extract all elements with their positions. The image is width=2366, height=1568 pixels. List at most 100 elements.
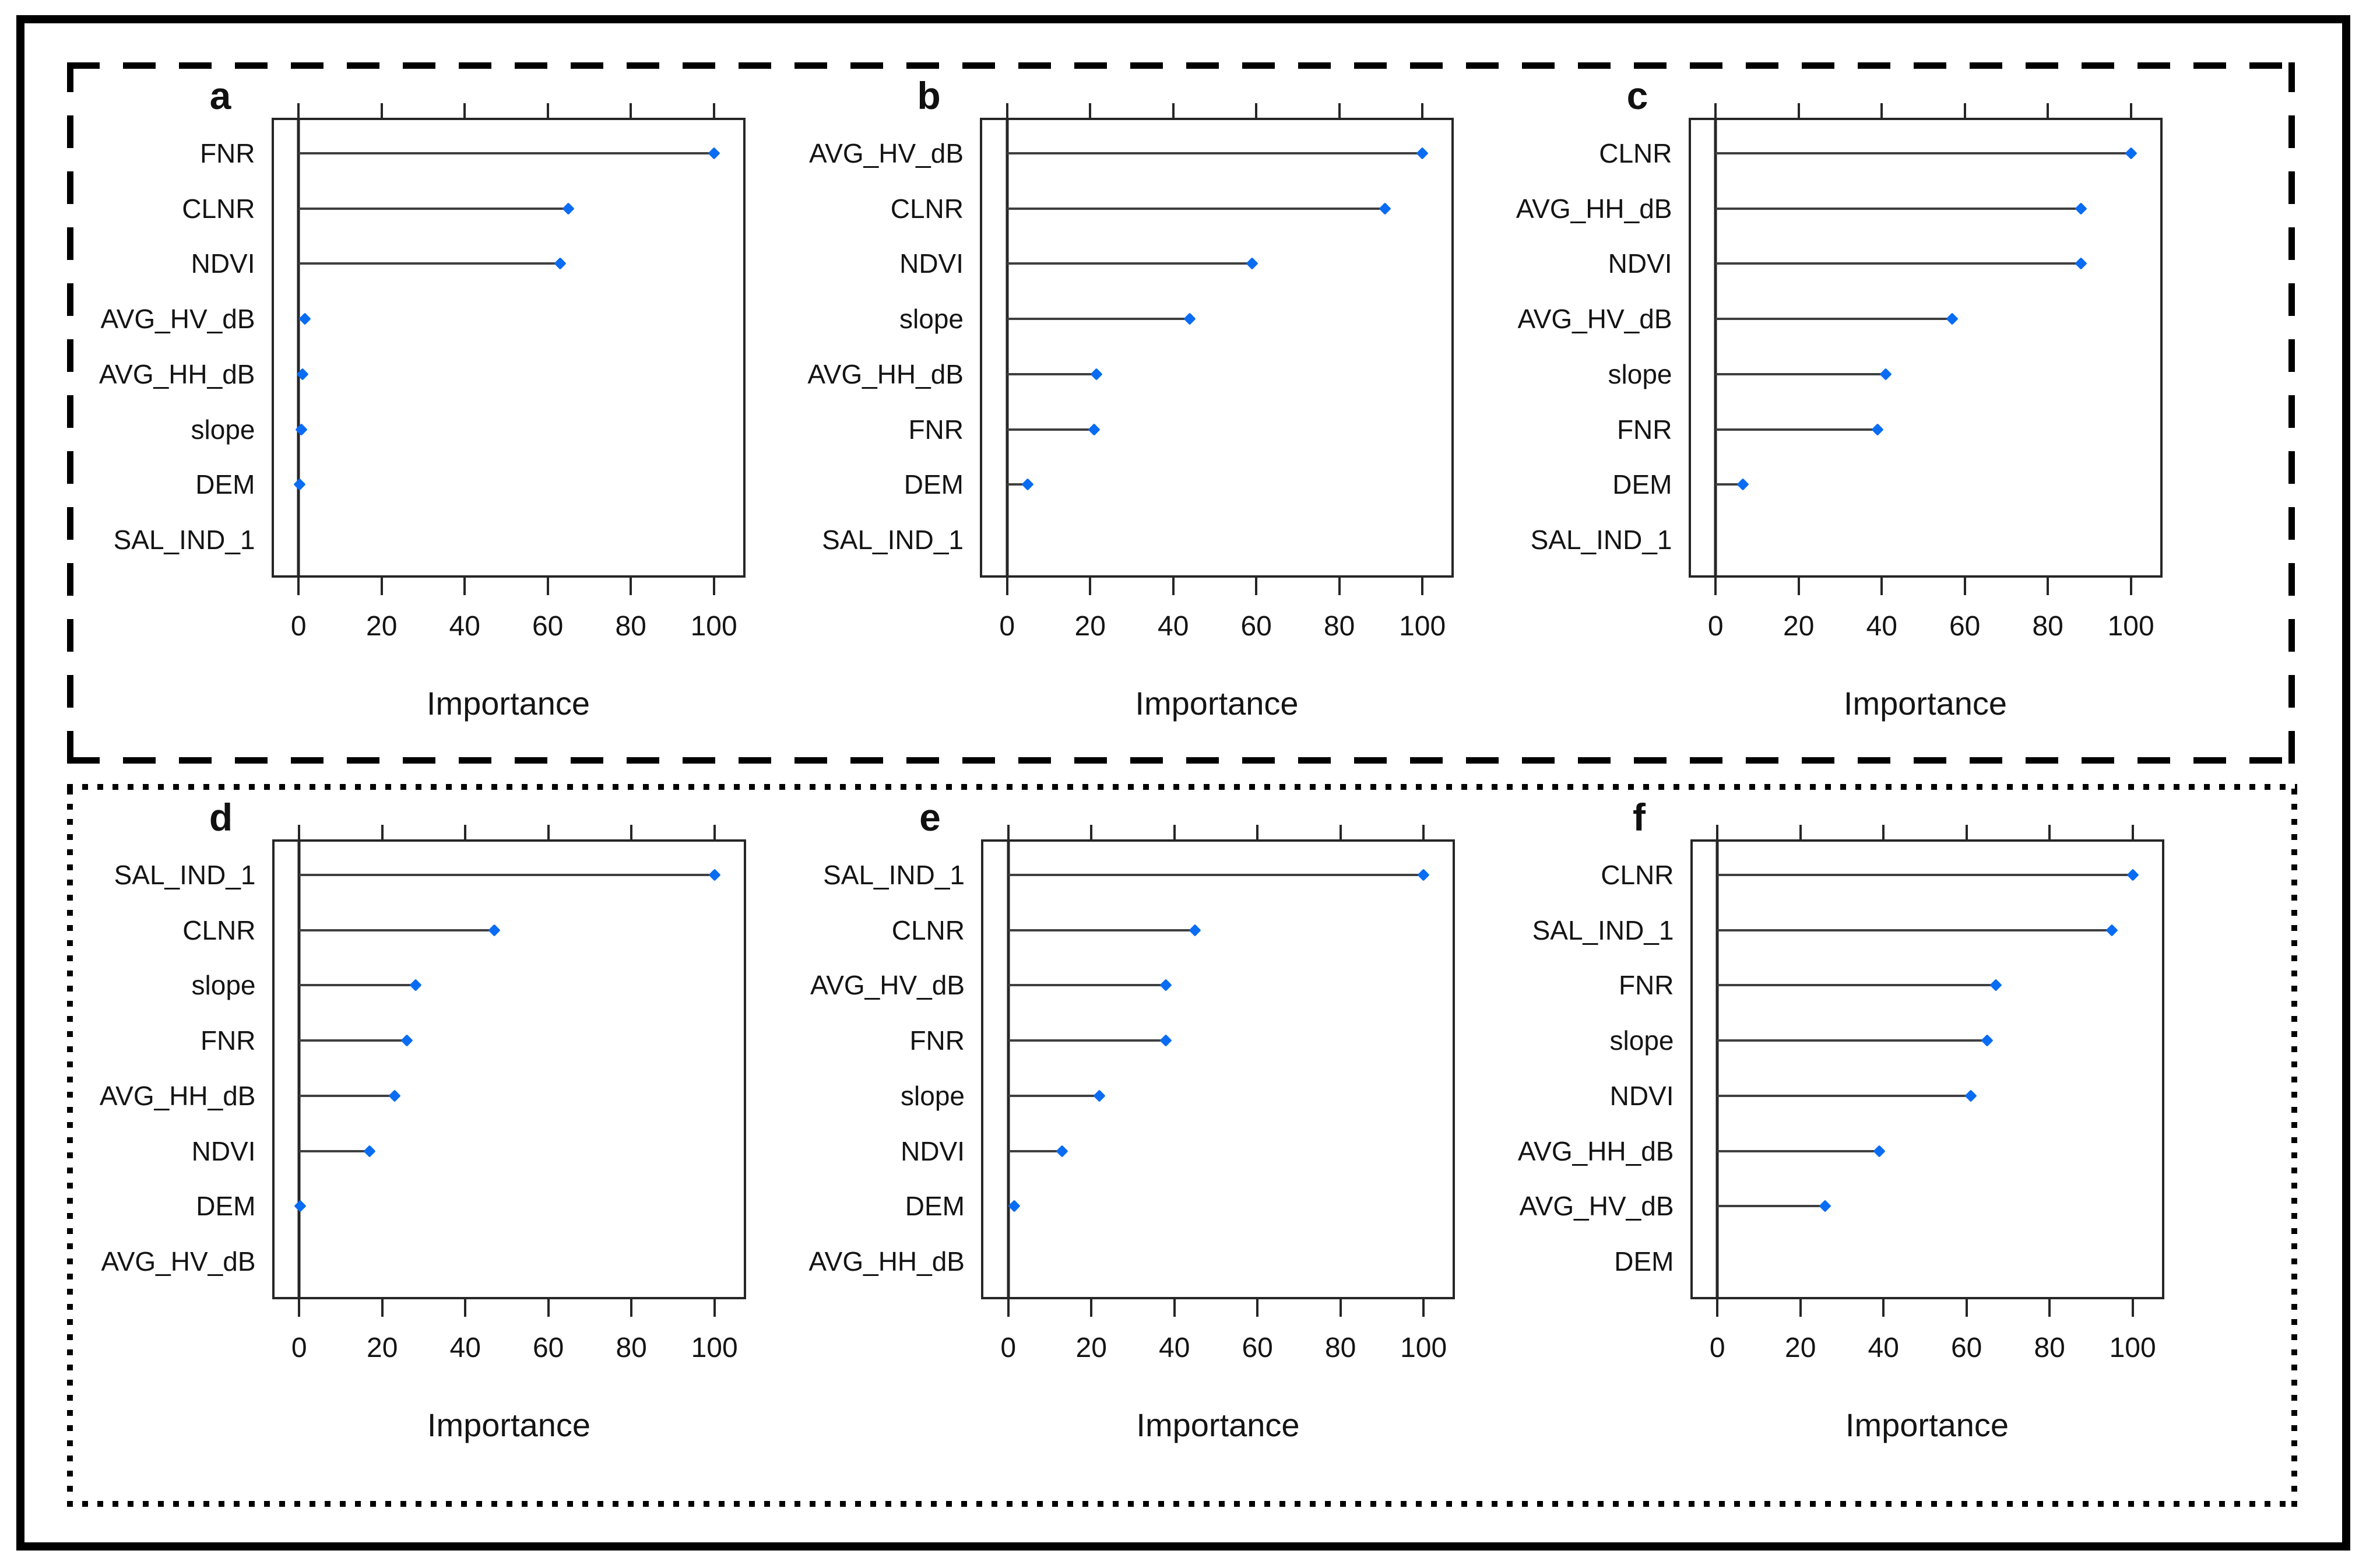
x-tick-label: 60 [1950,1333,1982,1363]
y-axis-label: AVG_HV_dB [101,1246,256,1277]
x-axis-title: Importance [1843,685,2008,722]
lollipop-stem [1007,152,1423,154]
x-tick-label: 80 [1323,611,1355,642]
x-tick-label: 20 [1783,611,1815,642]
axis-tick-top [298,825,301,839]
axis-tick-top [713,825,716,839]
lollipop-marker [2105,924,2118,937]
lollipop-stem [1008,984,1166,987]
x-tick-labels: 0 20 40 60 80 100 [1691,613,2160,643]
y-axis-label: slope [901,1080,965,1111]
lollipop-stem [1008,929,1196,931]
y-axis-label: SAL_IND_1 [1530,525,1672,556]
axis-tick-bottom [297,578,300,595]
axis-tick-top [2129,103,2132,118]
lollipop-marker [1183,312,1196,325]
y-axis-label: SAL_IND_1 [1532,915,1674,945]
y-axis-label: NDVI [1609,1080,1674,1111]
y-axis-label: AVG_HH_dB [1516,193,1672,224]
axis-tick-top [2047,103,2049,118]
lollipop-stem [1007,372,1096,375]
y-axis-label: FNR [1618,970,1674,1001]
outer-solid-border [16,15,2350,1551]
y-axis-label: AVG_HV_dB [808,138,964,168]
axis-tick-bottom [1255,578,1258,595]
x-tick-label: 100 [2109,1333,2156,1363]
x-tick-label: 40 [1157,611,1189,642]
x-tick-label: 100 [691,1333,738,1363]
panel-letter: c [1626,74,1648,117]
axis-tick-bottom [1173,1299,1176,1317]
lollipop-stem [1008,1094,1100,1097]
lollipop-stem [298,152,714,154]
x-tick-label: 60 [1240,611,1272,642]
axis-tick-top [1090,825,1093,839]
axis-tick-bottom [2129,578,2132,595]
x-tick-label: 20 [1785,1333,1816,1363]
lollipop-stem [1008,1149,1063,1152]
axis-tick-bottom [630,1299,633,1317]
axis-tick-bottom [464,1299,467,1317]
lollipop-stem [1717,929,2112,931]
axis-tick-bottom [1963,578,1966,595]
zero-axis-line [1715,842,1719,1297]
zero-axis-line [1006,120,1009,575]
lollipop-marker [2126,869,2139,881]
y-axis-label: NDVI [191,248,255,279]
axis-tick-bottom [1799,1299,1802,1317]
lollipop-marker [1159,1034,1173,1047]
lollipop-stem [1715,262,2082,265]
y-axis-label: slope [191,970,256,1001]
y-axis-labels: SAL_IND_1 CLNR AVG_HV_dB FNR slope NDVI DEM AVG… [808,842,971,1297]
y-axis-label: FNR [909,1025,965,1056]
y-axis-labels: SAL_IND_1 CLNR slope FNR AVG_HH_dB NDVI DEM AVG… [100,842,262,1297]
axis-tick-top [1256,825,1259,839]
y-axis-label: FNR [1616,414,1672,445]
x-tick-label: 0 [1707,611,1724,642]
axis-tick-bottom [1089,578,1092,595]
axis-tick-top [463,103,466,118]
panel-letter: f [1633,796,1646,839]
panel-letter: b [917,74,941,117]
axis-tick-bottom [712,578,715,595]
y-axis-label: CLNR [1599,138,1672,168]
lollipop-stem [299,1149,370,1152]
x-tick-labels: 0 20 40 60 80 100 [275,1334,744,1365]
x-tick-label: 0 [1709,1333,1725,1363]
axis-tick-top [712,103,715,118]
lollipop-marker [1736,478,1749,491]
lollipop-marker [1021,478,1034,491]
plot-box [1690,825,2164,1317]
y-axis-label: DEM [195,469,255,500]
lollipop-stem [1007,318,1190,321]
lollipop-marker [708,147,720,160]
lollipop-stem [1717,1039,1988,1042]
panel-letter: d [209,796,233,839]
axis-tick-top [1338,103,1341,118]
y-axis-label: NDVI [1608,248,1672,279]
axis-tick-bottom [1716,1299,1719,1317]
y-axis-label: DEM [1612,469,1672,500]
x-tick-label: 0 [290,611,307,642]
x-tick-label: 40 [449,1333,481,1363]
x-tick-label: 80 [2032,611,2063,642]
lollipop-stem [1715,318,1953,321]
y-axis-label: AVG_HH_dB [1517,1135,1674,1166]
lollipop-marker [1871,423,1884,436]
y-axis-label: FNR [908,414,964,445]
plot-box [981,825,1455,1317]
y-axis-label: slope [191,414,255,445]
zero-axis-line [1007,842,1010,1297]
x-tick-label: 0 [999,611,1015,642]
axis-tick-bottom [630,578,632,595]
lollipop-marker [2125,147,2138,160]
y-axis-label: SAL_IND_1 [113,525,255,556]
y-axis-label: AVG_HV_dB [810,970,965,1001]
x-tick-label: 100 [1400,1333,1447,1363]
lollipop-marker [1416,147,1429,160]
zero-axis-line [297,120,300,575]
lollipop-marker [1246,257,1258,270]
x-tick-label: 100 [1399,611,1446,642]
x-tick-label: 40 [1868,1333,1899,1363]
y-axis-labels: CLNR SAL_IND_1 FNR slope NDVI AVG_HH_dB AVG_HV… [1518,842,1680,1297]
